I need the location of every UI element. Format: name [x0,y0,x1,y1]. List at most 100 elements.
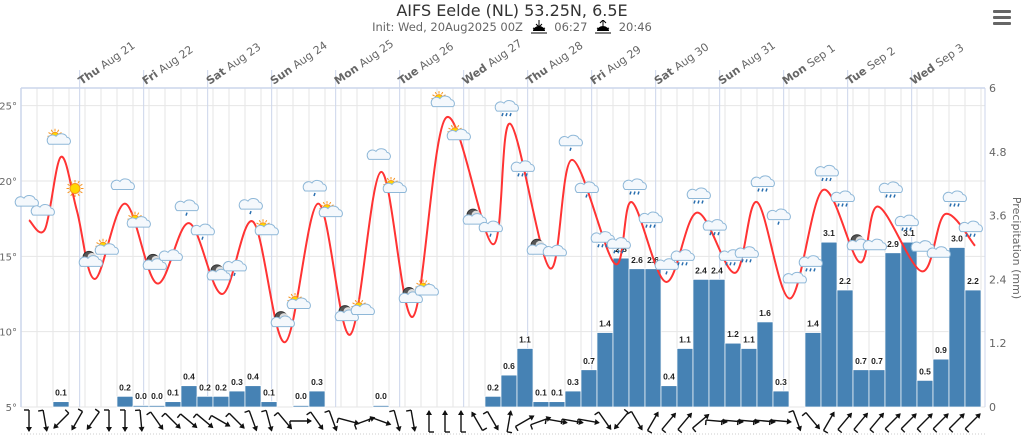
wind-barb [208,415,213,421]
precip-bar-label: 2.9 [887,239,899,249]
rain-drop [697,200,700,204]
wind-head [426,410,432,415]
cloud-shape [494,100,519,112]
precip-bar-label: 1.1 [519,335,531,345]
wind-barb [77,408,83,413]
wind-barb [389,409,395,413]
precip-bar-label: 0.3 [567,377,579,387]
sun-ray [70,193,73,197]
precip-bar-label: 0.2 [199,382,211,392]
day-label: Fri Aug 29 [588,43,644,87]
wind-head [927,413,933,419]
wind-head [267,426,274,432]
cloud-shape [894,214,919,227]
wind-head [605,424,612,431]
rain-drop [713,231,716,236]
precip-bar-label: 0.4 [247,372,259,382]
wind-head [86,424,93,431]
rain-icon [958,220,983,237]
precip-bar-label: 1.2 [727,329,739,339]
chart-menu-button[interactable] [993,10,1011,26]
rain-drop [601,243,604,248]
sun-ray [384,180,387,183]
rain-drop [525,173,528,177]
sun-ray [67,183,71,186]
wind-barb [916,428,922,433]
light-rain-icon [222,259,247,277]
cloud-shape [686,187,711,200]
rain-drop [765,188,768,192]
light-rain-icon [558,134,583,152]
precip-bar [628,268,646,408]
wind-barb [869,428,875,434]
wind-barb [932,428,938,433]
wind-barb [823,429,829,434]
light-rain-icon [190,223,215,240]
wind-barb [544,418,547,425]
day-label-date: Sep 3 [933,41,966,70]
rain-drop [665,271,668,275]
rain-drop [201,236,204,240]
cloud-shape [366,148,391,160]
wind-arrow-icon [225,412,245,429]
wind-arrow-icon [324,410,338,432]
rain-drop [653,224,656,228]
precip-bar-label: 2.2 [967,276,979,286]
cloud-icon [158,249,183,261]
wind-arrow-icon [482,410,499,431]
wind-arrow-icon [594,411,612,431]
sun-ray [329,201,332,205]
wind-arrow-icon [768,418,792,426]
sun-cloud-icon [254,219,279,236]
sun-ray [98,239,101,243]
day-label: Tue Sep 2 [844,44,898,87]
cloud-shape [606,237,631,249]
wind-barb [306,411,312,416]
rain-drop [637,191,640,195]
wind-barb [801,412,807,417]
rain-drop [885,194,888,198]
precip-bar-label: 3.1 [823,228,835,238]
day-label: Wed Aug 27 [460,37,525,88]
rain-drop [761,188,764,192]
precip-tick-label: 3.6 [989,210,1007,223]
sun-ray [128,214,131,218]
moon-cloud-icon [78,250,103,267]
precip-bar-label: 1.4 [599,319,611,329]
rain-drop [709,231,712,236]
precip-bar-label: 0.1 [535,388,547,398]
sun-ray [48,132,51,135]
moon-cloud-icon [270,311,295,328]
rain-drop [621,250,624,254]
sun-ray [105,239,108,243]
rain-drop [509,112,512,117]
cloud-shape [110,178,135,190]
wind-head [703,413,710,420]
light-rain-icon [174,199,199,216]
wind-arrow-icon [86,408,100,431]
sun-ray [416,282,419,285]
sun-ray [457,125,460,128]
wind-head [846,412,853,419]
sun-ray [386,177,389,181]
precip-bar [676,348,694,408]
rain-icon [830,190,855,207]
moon-cloud-icon [142,253,167,270]
day-label: Sat Aug 30 [652,40,711,87]
wind-arrow-icon [120,409,128,432]
wind-head [53,423,59,429]
sun-ray [77,180,80,184]
light-rain-icon [238,198,263,215]
cloud-shape [430,95,455,108]
precip-bar-label: 0.3 [775,377,787,387]
wind-arrow-icon [71,408,84,431]
rain-drop [505,112,508,117]
temp-tick-label: 20° [0,177,17,188]
precip-bar-label: 1.4 [807,319,819,329]
rain-drop [233,272,236,277]
cloud-shape [30,204,55,216]
wind-barb [354,424,358,430]
precip-bar [260,401,278,408]
rain-icon [894,214,919,231]
wind-head [562,419,568,425]
